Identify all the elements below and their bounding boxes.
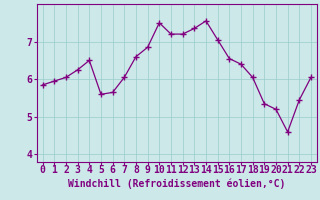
X-axis label: Windchill (Refroidissement éolien,°C): Windchill (Refroidissement éolien,°C) [68, 178, 285, 189]
